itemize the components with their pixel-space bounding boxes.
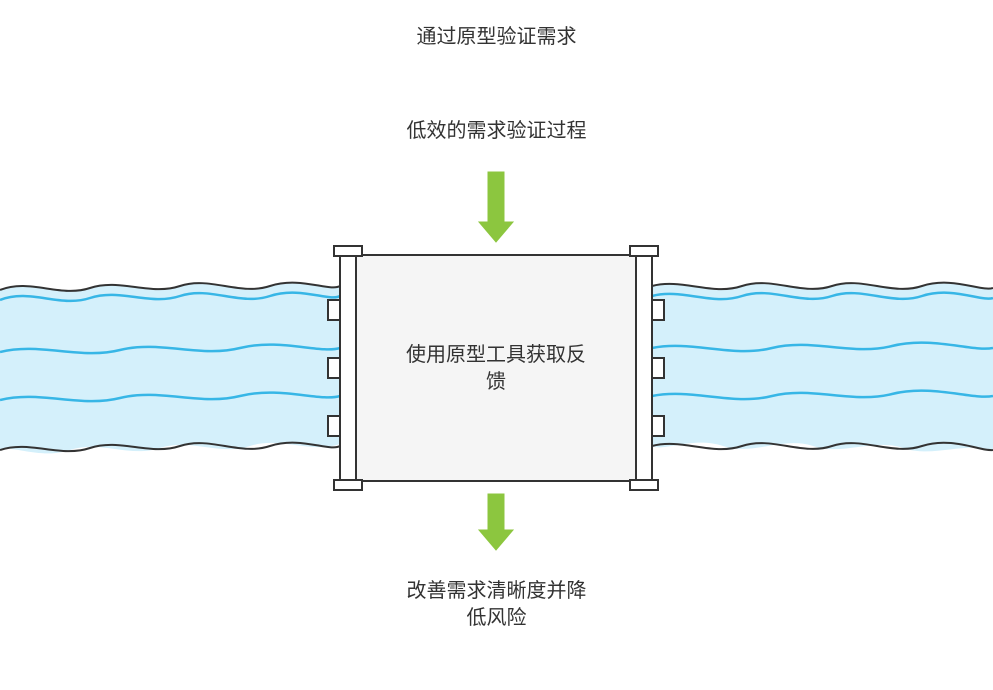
arrow-top xyxy=(479,172,513,242)
river-left-fill xyxy=(0,283,340,454)
river-right-fill xyxy=(652,283,993,452)
center-label: 使用原型工具获取反 馈 xyxy=(356,342,636,396)
river-right xyxy=(652,283,993,452)
bottom-caption-line2: 低风险 xyxy=(467,607,527,629)
diagram-stage: 通过原型验证需求 低效的需求验证过程 使用原型工具获取反 馈 改善需求清晰度并降… xyxy=(0,0,993,690)
top-caption: 低效的需求验证过程 xyxy=(0,118,993,145)
river-left xyxy=(0,283,340,454)
diagram-title-text: 通过原型验证需求 xyxy=(417,26,577,48)
center-label-line2: 馈 xyxy=(486,371,506,393)
bottom-caption: 改善需求清晰度并降 低风险 xyxy=(0,578,993,632)
arrow-bottom xyxy=(479,494,513,550)
bottom-caption-line1: 改善需求清晰度并降 xyxy=(407,580,587,602)
center-label-line1: 使用原型工具获取反 xyxy=(406,344,586,366)
top-caption-text: 低效的需求验证过程 xyxy=(407,120,587,142)
diagram-title: 通过原型验证需求 xyxy=(0,24,993,51)
